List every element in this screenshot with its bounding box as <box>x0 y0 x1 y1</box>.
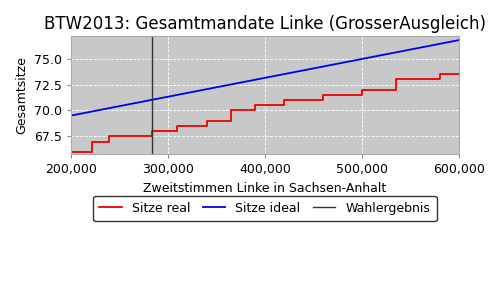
Sitze ideal <box>68 114 73 117</box>
Sitze real <box>149 129 155 133</box>
Sitze ideal <box>136 100 142 104</box>
Sitze real <box>68 150 73 154</box>
Sitze ideal <box>456 38 462 42</box>
Sitze real <box>359 88 365 92</box>
Sitze real <box>252 103 258 107</box>
Sitze real <box>393 78 399 81</box>
Sitze ideal <box>327 63 333 67</box>
Legend: Sitze real, Sitze ideal, Wahlergebnis: Sitze real, Sitze ideal, Wahlergebnis <box>93 196 436 221</box>
Sitze real <box>320 93 326 97</box>
Sitze ideal <box>360 57 366 61</box>
Sitze real <box>436 72 442 76</box>
Sitze real <box>174 124 180 128</box>
Sitze real <box>228 109 234 112</box>
Sitze real <box>281 98 287 102</box>
Sitze ideal <box>296 69 302 73</box>
Line: Sitze real: Sitze real <box>70 74 459 152</box>
Line: Sitze ideal: Sitze ideal <box>70 40 459 116</box>
X-axis label: Zweitstimmen Linke in Sachsen-Anhalt: Zweitstimmen Linke in Sachsen-Anhalt <box>143 182 386 194</box>
Sitze ideal <box>168 94 173 98</box>
Sitze real <box>89 140 95 143</box>
Sitze real <box>121 135 127 138</box>
Sitze ideal <box>244 80 250 83</box>
Title: BTW2013: Gesamtmandate Linke (GrosserAusgleich): BTW2013: Gesamtmandate Linke (GrosserAus… <box>44 15 486 33</box>
Sitze real <box>106 135 112 138</box>
Sitze real <box>456 72 462 76</box>
Y-axis label: Gesamtsitze: Gesamtsitze <box>15 56 28 134</box>
Sitze real <box>204 119 210 123</box>
